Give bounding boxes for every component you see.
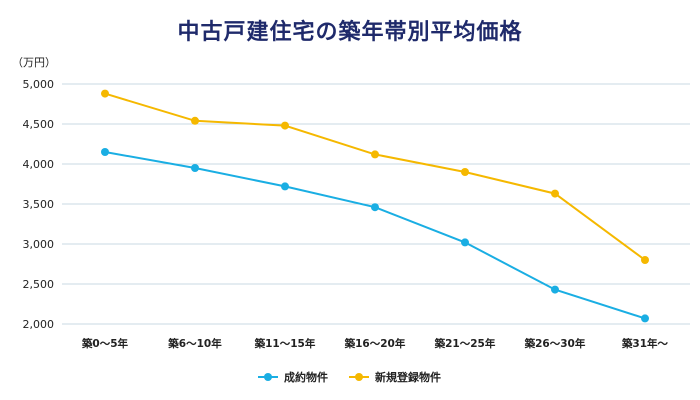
x-tick-label: 築26～30年 (524, 337, 586, 350)
x-tick-label: 築31年～ (621, 337, 669, 350)
legend-label-1: 成約物件 (284, 370, 328, 384)
y-axis-unit: （万円） (12, 56, 56, 69)
x-tick-label: 築0～5年 (81, 337, 129, 350)
data-point (191, 164, 199, 172)
series-line-2 (104, 92, 646, 261)
y-tick-label: 5,000 (23, 78, 55, 91)
data-point (191, 116, 199, 125)
data-point (371, 150, 379, 159)
x-tick-label: 築16～20年 (344, 337, 406, 350)
data-point (551, 285, 559, 294)
x-tick-label: 築11～15年 (254, 337, 316, 350)
data-point (641, 314, 649, 323)
chart-title: 中古戸建住宅の築年帯別平均価格 (177, 20, 523, 45)
y-tick-label: 3,500 (23, 198, 55, 211)
x-tick-label: 築6～10年 (167, 337, 222, 350)
data-point (641, 256, 649, 264)
data-point (101, 148, 109, 156)
legend-marker-1 (264, 373, 272, 381)
data-point (461, 168, 469, 176)
data-point (281, 182, 289, 191)
data-point (281, 121, 289, 130)
y-tick-label: 2,000 (23, 318, 55, 331)
data-point (101, 89, 109, 98)
y-tick-label: 4,000 (23, 158, 55, 171)
legend-label-2: 新規登録物件 (375, 370, 441, 384)
data-point (551, 189, 559, 198)
data-point (371, 203, 379, 212)
y-tick-label: 4,500 (23, 118, 55, 131)
y-tick-label: 3,000 (23, 238, 55, 251)
legend-marker-2 (355, 373, 363, 381)
x-tick-label: 築21～25年 (434, 337, 496, 350)
series-line-1 (104, 151, 646, 320)
data-point (461, 238, 469, 247)
y-tick-label: 2,500 (23, 278, 55, 291)
